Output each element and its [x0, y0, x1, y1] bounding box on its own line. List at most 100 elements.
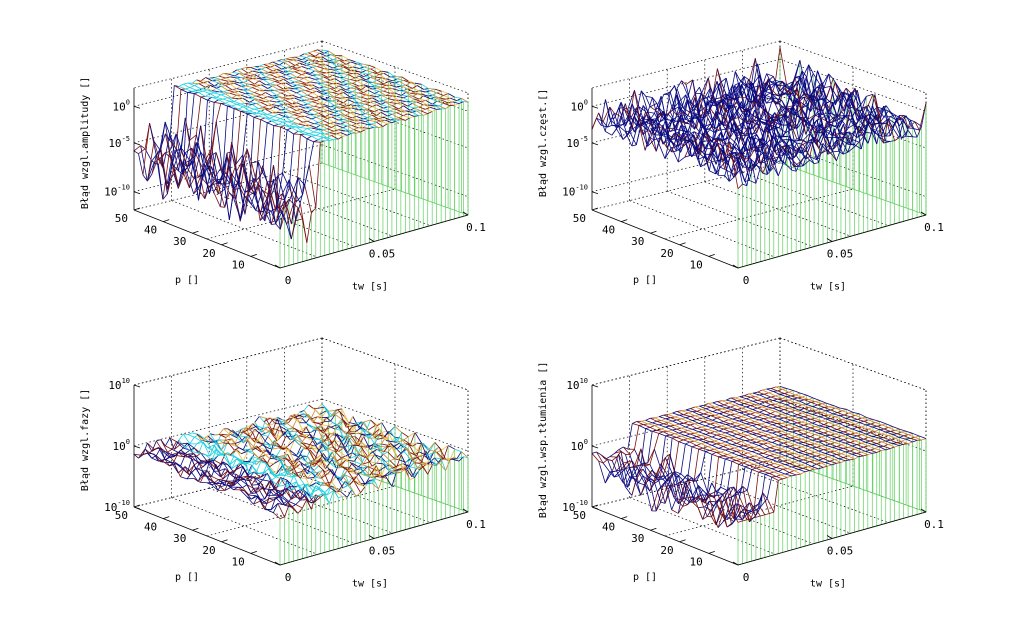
y-tick	[221, 539, 228, 543]
surface-plot-4: 1010 100 10-10 10 20 30 40 50 0 0.05 0.1 Błąd wzgl.…	[538, 337, 944, 590]
z-tick	[133, 384, 141, 388]
z-tick-label: 1010	[566, 377, 588, 392]
y-tick	[708, 551, 715, 554]
floor-gridline	[206, 485, 396, 537]
x-tick-label: 0.05	[369, 248, 396, 261]
y-axis-line	[591, 506, 739, 566]
z-tick-label: 10-10	[562, 184, 588, 199]
y-tick-label: 10	[232, 555, 245, 568]
y-tick-label: 20	[202, 247, 215, 260]
y-tick-label: 40	[602, 521, 615, 534]
y-axis-line	[133, 506, 281, 566]
floor-gridline	[664, 188, 854, 240]
y-tick-label: 40	[144, 224, 157, 237]
box-edge	[133, 40, 323, 89]
box-edge	[779, 40, 927, 94]
box-edge	[591, 40, 781, 89]
y-tick	[650, 527, 657, 531]
y-tick	[133, 504, 141, 508]
x-axis-label: tw [s]	[810, 579, 846, 590]
x-tick-label: 0.05	[369, 545, 396, 558]
x-tick-label: 0	[285, 274, 292, 287]
floor-gridline	[171, 497, 318, 555]
z-tick-label: 100	[571, 438, 588, 453]
wall-gridline	[779, 337, 927, 391]
x-tick	[920, 508, 927, 513]
floor-gridline	[591, 162, 781, 211]
y-tick	[650, 230, 657, 234]
y-tick	[221, 242, 228, 246]
surface-plot-3: 1010 100 10-10 10 20 30 40 50 0 0.05 0.1 Błąd wzgl.…	[80, 337, 486, 590]
z-tick-label: 100	[571, 98, 588, 113]
floor-gridline	[206, 188, 396, 240]
y-tick	[250, 551, 257, 554]
y-tick-label: 50	[115, 509, 128, 522]
y-tick-label: 50	[573, 509, 586, 522]
x-tick	[920, 211, 927, 216]
wall-gridline	[321, 398, 469, 452]
y-tick-label: 10	[690, 258, 703, 271]
x-tick	[368, 535, 375, 539]
z-tick-label: 1010	[108, 377, 130, 392]
y-tick	[621, 219, 628, 222]
x-tick	[826, 535, 833, 539]
surface-mesh	[591, 385, 927, 528]
y-axis-label: p []	[175, 275, 199, 286]
x-axis-label: tw [s]	[810, 282, 846, 293]
y-tick	[163, 219, 170, 222]
z-tick	[591, 445, 599, 449]
z-tick-label: 100	[113, 98, 130, 113]
x-tick	[462, 508, 469, 513]
floor-gridline	[284, 469, 431, 523]
y-axis-label: p []	[633, 275, 657, 286]
x-tick-label: 0.05	[827, 545, 854, 558]
z-tick-label: 10-10	[562, 499, 588, 514]
y-tick-label: 30	[631, 235, 644, 248]
y-tick	[679, 539, 686, 543]
wall-gridline	[321, 337, 469, 391]
x-tick-label: 0.1	[924, 221, 944, 234]
y-tick-label: 10	[232, 258, 245, 271]
z-tick-label: 10-10	[104, 499, 130, 514]
x-tick	[462, 211, 469, 216]
wall-gridline	[133, 398, 323, 447]
y-tick	[621, 516, 628, 519]
x-axis-label: tw [s]	[352, 282, 388, 293]
z-axis-label: Błąd wzgl.wsp.tłumienia []	[538, 362, 549, 519]
y-tick-label: 50	[115, 212, 128, 225]
y-tick-label: 50	[573, 212, 586, 225]
wall-gridline	[591, 144, 781, 193]
x-tick	[274, 561, 281, 566]
z-tick	[133, 506, 141, 510]
z-tick	[133, 142, 141, 146]
y-tick	[192, 230, 199, 234]
x-tick	[826, 238, 833, 242]
box-edge	[321, 40, 469, 94]
z-axis-label: Błąd wzgl.amplitudy []	[80, 77, 91, 209]
y-tick-label: 10	[690, 555, 703, 568]
y-axis-label: p []	[175, 572, 199, 583]
x-tick-label: 0	[285, 571, 292, 584]
floor-gridline	[209, 487, 356, 545]
z-tick	[591, 142, 599, 146]
floor-gridline	[742, 172, 889, 226]
surface-mesh	[591, 47, 927, 189]
y-tick-label: 30	[173, 532, 186, 545]
y-tick-label: 20	[660, 544, 673, 557]
y-tick	[591, 504, 599, 508]
surface-plot-2: 100 10-5 10-10 10 20 30 40 50 0 0.05 0.1 Błąd wzgl.…	[538, 40, 944, 293]
x-tick	[274, 264, 281, 269]
z-tick	[591, 506, 599, 510]
y-axis-line	[591, 209, 739, 269]
y-tick	[163, 516, 170, 519]
surface-curtain	[279, 49, 470, 269]
x-tick	[368, 238, 375, 242]
wall-gridline	[133, 337, 323, 386]
z-tick-label: 10-10	[104, 184, 130, 199]
z-tick	[591, 191, 599, 195]
x-tick	[732, 561, 739, 566]
floor-gridline	[284, 172, 431, 226]
z-tick-label: 100	[113, 438, 130, 453]
floor-gridline	[667, 190, 814, 248]
y-tick	[250, 254, 257, 257]
